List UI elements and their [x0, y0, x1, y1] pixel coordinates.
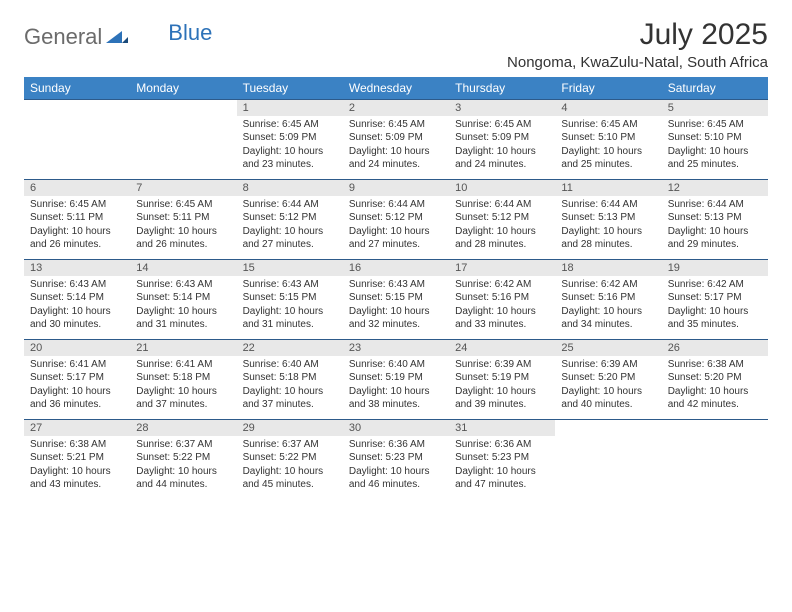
day-detail: Sunrise: 6:40 AMSunset: 5:19 PMDaylight:… — [343, 356, 449, 420]
day-number: 12 — [662, 180, 768, 196]
day-detail-row: Sunrise: 6:41 AMSunset: 5:17 PMDaylight:… — [24, 356, 768, 420]
day-number: 16 — [343, 260, 449, 276]
day-detail: Sunrise: 6:45 AMSunset: 5:10 PMDaylight:… — [662, 116, 768, 180]
day-number: 30 — [343, 420, 449, 436]
day-detail: Sunrise: 6:43 AMSunset: 5:14 PMDaylight:… — [130, 276, 236, 340]
day-detail: Sunrise: 6:45 AMSunset: 5:09 PMDaylight:… — [237, 116, 343, 180]
day-number: 15 — [237, 260, 343, 276]
day-number: 2 — [343, 100, 449, 116]
day-detail: Sunrise: 6:43 AMSunset: 5:14 PMDaylight:… — [24, 276, 130, 340]
day-number: 27 — [24, 420, 130, 436]
day-detail: Sunrise: 6:42 AMSunset: 5:17 PMDaylight:… — [662, 276, 768, 340]
blank-cell — [662, 436, 768, 500]
day-number: 7 — [130, 180, 236, 196]
day-number: 20 — [24, 340, 130, 356]
weekday-header: Thursday — [449, 77, 555, 100]
calendar-table: Sunday Monday Tuesday Wednesday Thursday… — [24, 77, 768, 500]
day-detail: Sunrise: 6:45 AMSunset: 5:11 PMDaylight:… — [130, 196, 236, 260]
day-number: 29 — [237, 420, 343, 436]
day-number: 10 — [449, 180, 555, 196]
day-number-row: 6789101112 — [24, 180, 768, 196]
day-number: 1 — [237, 100, 343, 116]
day-number: 11 — [555, 180, 661, 196]
location-text: Nongoma, KwaZulu-Natal, South Africa — [507, 54, 768, 71]
day-number: 22 — [237, 340, 343, 356]
day-number: 24 — [449, 340, 555, 356]
logo-text-1: General — [24, 24, 102, 50]
day-number: 25 — [555, 340, 661, 356]
day-number: 19 — [662, 260, 768, 276]
header: General Blue July 2025 Nongoma, KwaZulu-… — [24, 18, 768, 71]
day-detail-row: Sunrise: 6:43 AMSunset: 5:14 PMDaylight:… — [24, 276, 768, 340]
day-detail: Sunrise: 6:44 AMSunset: 5:13 PMDaylight:… — [662, 196, 768, 260]
day-number: 21 — [130, 340, 236, 356]
day-detail: Sunrise: 6:42 AMSunset: 5:16 PMDaylight:… — [449, 276, 555, 340]
title-block: July 2025 Nongoma, KwaZulu-Natal, South … — [507, 18, 768, 71]
day-detail: Sunrise: 6:38 AMSunset: 5:21 PMDaylight:… — [24, 436, 130, 500]
day-number: 5 — [662, 100, 768, 116]
day-detail: Sunrise: 6:45 AMSunset: 5:11 PMDaylight:… — [24, 196, 130, 260]
weekday-header: Saturday — [662, 77, 768, 100]
blank-cell — [130, 100, 236, 116]
logo-text-2: Blue — [168, 20, 212, 46]
day-number: 26 — [662, 340, 768, 356]
day-detail: Sunrise: 6:44 AMSunset: 5:13 PMDaylight:… — [555, 196, 661, 260]
day-number-row: 20212223242526 — [24, 340, 768, 356]
day-number: 9 — [343, 180, 449, 196]
day-number-row: 12345 — [24, 100, 768, 116]
day-detail: Sunrise: 6:45 AMSunset: 5:10 PMDaylight:… — [555, 116, 661, 180]
day-number: 13 — [24, 260, 130, 276]
day-detail: Sunrise: 6:40 AMSunset: 5:18 PMDaylight:… — [237, 356, 343, 420]
blank-cell — [555, 420, 661, 436]
logo: General Blue — [24, 18, 212, 50]
day-detail: Sunrise: 6:44 AMSunset: 5:12 PMDaylight:… — [449, 196, 555, 260]
day-detail: Sunrise: 6:45 AMSunset: 5:09 PMDaylight:… — [449, 116, 555, 180]
blank-cell — [24, 100, 130, 116]
day-detail: Sunrise: 6:44 AMSunset: 5:12 PMDaylight:… — [237, 196, 343, 260]
day-detail-row: Sunrise: 6:45 AMSunset: 5:11 PMDaylight:… — [24, 196, 768, 260]
weekday-header: Wednesday — [343, 77, 449, 100]
day-detail: Sunrise: 6:43 AMSunset: 5:15 PMDaylight:… — [237, 276, 343, 340]
blank-cell — [24, 116, 130, 180]
day-detail: Sunrise: 6:45 AMSunset: 5:09 PMDaylight:… — [343, 116, 449, 180]
weekday-header: Tuesday — [237, 77, 343, 100]
day-detail: Sunrise: 6:41 AMSunset: 5:17 PMDaylight:… — [24, 356, 130, 420]
day-number-row: 13141516171819 — [24, 260, 768, 276]
day-detail: Sunrise: 6:37 AMSunset: 5:22 PMDaylight:… — [130, 436, 236, 500]
blank-cell — [130, 116, 236, 180]
blank-cell — [555, 436, 661, 500]
weekday-header: Monday — [130, 77, 236, 100]
day-detail: Sunrise: 6:43 AMSunset: 5:15 PMDaylight:… — [343, 276, 449, 340]
day-detail: Sunrise: 6:37 AMSunset: 5:22 PMDaylight:… — [237, 436, 343, 500]
day-number-row: 2728293031 — [24, 420, 768, 436]
day-detail: Sunrise: 6:39 AMSunset: 5:19 PMDaylight:… — [449, 356, 555, 420]
day-detail: Sunrise: 6:39 AMSunset: 5:20 PMDaylight:… — [555, 356, 661, 420]
day-number: 18 — [555, 260, 661, 276]
blank-cell — [662, 420, 768, 436]
day-number: 3 — [449, 100, 555, 116]
day-number: 4 — [555, 100, 661, 116]
page-title: July 2025 — [507, 18, 768, 52]
day-number: 31 — [449, 420, 555, 436]
day-number: 17 — [449, 260, 555, 276]
day-number: 23 — [343, 340, 449, 356]
day-detail-row: Sunrise: 6:45 AMSunset: 5:09 PMDaylight:… — [24, 116, 768, 180]
day-detail: Sunrise: 6:44 AMSunset: 5:12 PMDaylight:… — [343, 196, 449, 260]
day-detail-row: Sunrise: 6:38 AMSunset: 5:21 PMDaylight:… — [24, 436, 768, 500]
day-detail: Sunrise: 6:36 AMSunset: 5:23 PMDaylight:… — [343, 436, 449, 500]
weekday-header: Friday — [555, 77, 661, 100]
day-detail: Sunrise: 6:36 AMSunset: 5:23 PMDaylight:… — [449, 436, 555, 500]
day-number: 14 — [130, 260, 236, 276]
day-number: 28 — [130, 420, 236, 436]
logo-triangle-icon — [106, 27, 128, 48]
day-detail: Sunrise: 6:42 AMSunset: 5:16 PMDaylight:… — [555, 276, 661, 340]
day-detail: Sunrise: 6:41 AMSunset: 5:18 PMDaylight:… — [130, 356, 236, 420]
weekday-header-row: Sunday Monday Tuesday Wednesday Thursday… — [24, 77, 768, 100]
weekday-header: Sunday — [24, 77, 130, 100]
day-number: 6 — [24, 180, 130, 196]
day-number: 8 — [237, 180, 343, 196]
day-detail: Sunrise: 6:38 AMSunset: 5:20 PMDaylight:… — [662, 356, 768, 420]
